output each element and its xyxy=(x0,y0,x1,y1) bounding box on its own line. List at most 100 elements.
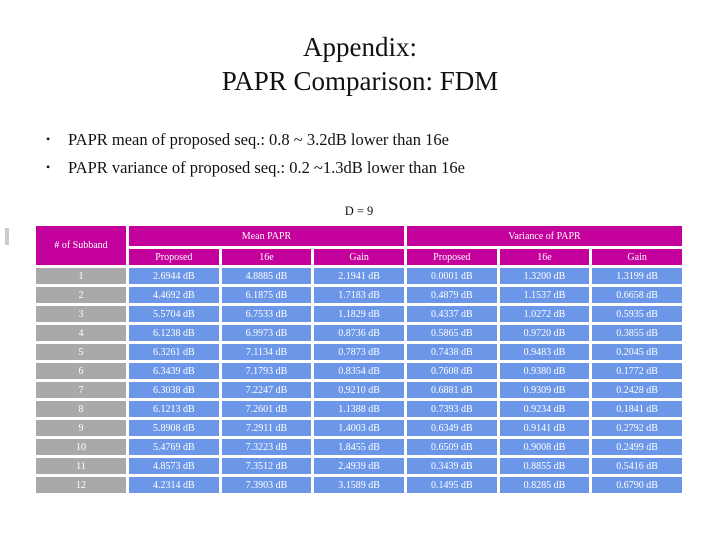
value-cell: 0.2045 dB xyxy=(592,344,682,360)
table-row: 4 6.1238 dB 6.9973 dB 0.8736 dB 0.5865 dB 0.9… xyxy=(36,325,682,341)
value-cell: 0.9210 dB xyxy=(314,382,404,398)
value-cell: 1.3199 dB xyxy=(592,268,682,284)
value-cell: 6.1213 dB xyxy=(129,401,219,417)
table-row: 3 5.5704 dB 6.7533 dB 1.1829 dB 0.4337 dB 1.0… xyxy=(36,306,682,322)
subband-cell: 2 xyxy=(36,287,126,303)
value-cell: 1.4003 dB xyxy=(314,420,404,436)
value-cell: 1.1388 dB xyxy=(314,401,404,417)
value-cell: 4.2314 dB xyxy=(129,477,219,493)
value-cell: 0.8736 dB xyxy=(314,325,404,341)
value-cell: 0.5935 dB xyxy=(592,306,682,322)
value-cell: 0.7608 dB xyxy=(406,363,497,379)
value-cell: 0.5416 dB xyxy=(592,458,682,474)
bullet-text-variance: PAPR variance of proposed seq.: 0.2 ~1.3… xyxy=(68,158,465,177)
value-cell: 7.1134 dB xyxy=(221,344,312,360)
title-line-2: PAPR Comparison: FDM xyxy=(221,66,499,96)
bullet-list: • PAPR mean of proposed seq.: 0.8 ~ 3.2d… xyxy=(46,130,686,186)
col-header-proposed-mean: Proposed xyxy=(129,249,219,265)
value-cell: 0.6790 dB xyxy=(592,477,682,493)
value-cell: 5.4769 dB xyxy=(129,439,219,455)
title-line-1: Appendix: xyxy=(303,32,417,62)
value-cell: 0.9008 dB xyxy=(499,439,590,455)
slide-title: Appendix: PAPR Comparison: FDM xyxy=(0,30,720,98)
value-cell: 0.9141 dB xyxy=(499,420,590,436)
value-cell: 7.2911 dB xyxy=(221,420,312,436)
value-cell: 0.4879 dB xyxy=(406,287,497,303)
value-cell: 7.1793 dB xyxy=(221,363,312,379)
value-cell: 0.3855 dB xyxy=(592,325,682,341)
col-header-gain-variance: Gain xyxy=(592,249,682,265)
value-cell: 0.7393 dB xyxy=(406,401,497,417)
value-cell: 0.3439 dB xyxy=(406,458,497,474)
value-cell: 7.2247 dB xyxy=(221,382,312,398)
value-cell: 0.9720 dB xyxy=(499,325,590,341)
table-row: 11 4.8573 dB 7.3512 dB 2.4939 dB 0.3439 dB 0.… xyxy=(36,458,682,474)
table-row: 2 4.4692 dB 6.1875 dB 1.7183 dB 0.4879 dB 1.1… xyxy=(36,287,682,303)
value-cell: 5.8908 dB xyxy=(129,420,219,436)
value-cell: 4.4692 dB xyxy=(129,287,219,303)
value-cell: 0.1772 dB xyxy=(592,363,682,379)
table-row: 9 5.8908 dB 7.2911 dB 1.4003 dB 0.6349 dB 0.9… xyxy=(36,420,682,436)
col-header-variance-papr: Variance of PAPR xyxy=(406,226,682,246)
value-cell: 3.1589 dB xyxy=(314,477,404,493)
value-cell: 0.2428 dB xyxy=(592,382,682,398)
list-item: • PAPR variance of proposed seq.: 0.2 ~1… xyxy=(46,158,686,177)
value-cell: 0.6658 dB xyxy=(592,287,682,303)
value-cell: 1.1829 dB xyxy=(314,306,404,322)
subband-cell: 8 xyxy=(36,401,126,417)
value-cell: 0.6509 dB xyxy=(406,439,497,455)
value-cell: 1.0272 dB xyxy=(499,306,590,322)
table-row: 10 5.4769 dB 7.3223 dB 1.8455 dB 0.6509 dB 0.… xyxy=(36,439,682,455)
value-cell: 7.3903 dB xyxy=(221,477,312,493)
subband-cell: 9 xyxy=(36,420,126,436)
table-row: 8 6.1213 dB 7.2601 dB 1.1388 dB 0.7393 dB 0.9… xyxy=(36,401,682,417)
value-cell: 6.3261 dB xyxy=(129,344,219,360)
subband-cell: 3 xyxy=(36,306,126,322)
col-header-proposed-variance: Proposed xyxy=(406,249,497,265)
bullet-text-mean: PAPR mean of proposed seq.: 0.8 ~ 3.2dB … xyxy=(68,130,449,149)
col-header-mean-papr: Mean PAPR xyxy=(129,226,404,246)
value-cell: 6.1875 dB xyxy=(221,287,312,303)
value-cell: 4.8573 dB xyxy=(129,458,219,474)
value-cell: 0.2792 dB xyxy=(592,420,682,436)
value-cell: 6.1238 dB xyxy=(129,325,219,341)
value-cell: 6.3038 dB xyxy=(129,382,219,398)
subband-cell: 6 xyxy=(36,363,126,379)
value-cell: 7.3512 dB xyxy=(221,458,312,474)
value-cell: 7.2601 dB xyxy=(221,401,312,417)
value-cell: 0.9309 dB xyxy=(499,382,590,398)
value-cell: 0.1841 dB xyxy=(592,401,682,417)
table-caption: D = 9 xyxy=(344,204,374,218)
value-cell: 4.8885 dB xyxy=(221,268,312,284)
value-cell: 0.7873 dB xyxy=(314,344,404,360)
value-cell: 0.9483 dB xyxy=(499,344,590,360)
value-cell: 2.1941 dB xyxy=(314,268,404,284)
value-cell: 1.7183 dB xyxy=(314,287,404,303)
subband-cell: 10 xyxy=(36,439,126,455)
value-cell: 1.8455 dB xyxy=(314,439,404,455)
subband-cell: 12 xyxy=(36,477,126,493)
subband-cell: 5 xyxy=(36,344,126,360)
table-row: 6 6.3439 dB 7.1793 dB 0.8354 dB 0.7608 dB 0.9… xyxy=(36,363,682,379)
value-cell: 0.4337 dB xyxy=(406,306,497,322)
table-row: 12 4.2314 dB 7.3903 dB 3.1589 dB 0.1495 dB 0.… xyxy=(36,477,682,493)
col-header-gain-mean: Gain xyxy=(314,249,404,265)
value-cell: 0.8354 dB xyxy=(314,363,404,379)
value-cell: 1.1537 dB xyxy=(499,287,590,303)
table-row: 5 6.3261 dB 7.1134 dB 0.7873 dB 0.7438 dB 0.9… xyxy=(36,344,682,360)
value-cell: 0.6349 dB xyxy=(406,420,497,436)
subband-cell: 1 xyxy=(36,268,126,284)
subband-cell: 11 xyxy=(36,458,126,474)
value-cell: 1.3200 dB xyxy=(499,268,590,284)
value-cell: 0.8285 dB xyxy=(499,477,590,493)
list-item: • PAPR mean of proposed seq.: 0.8 ~ 3.2d… xyxy=(46,130,686,149)
group-header-row: # of Subband Mean PAPR Variance of PAPR xyxy=(36,226,682,265)
value-cell: 6.7533 dB xyxy=(221,306,312,322)
value-cell: 5.5704 dB xyxy=(129,306,219,322)
value-cell: 0.2499 dB xyxy=(592,439,682,455)
value-cell: 6.3439 dB xyxy=(129,363,219,379)
sub-header-row: Proposed 16e Gain Proposed 16e Gain xyxy=(36,249,682,265)
value-cell: 0.9380 dB xyxy=(499,363,590,379)
papr-comparison-table: # of Subband Mean PAPR Variance of PAPR … xyxy=(33,223,685,496)
